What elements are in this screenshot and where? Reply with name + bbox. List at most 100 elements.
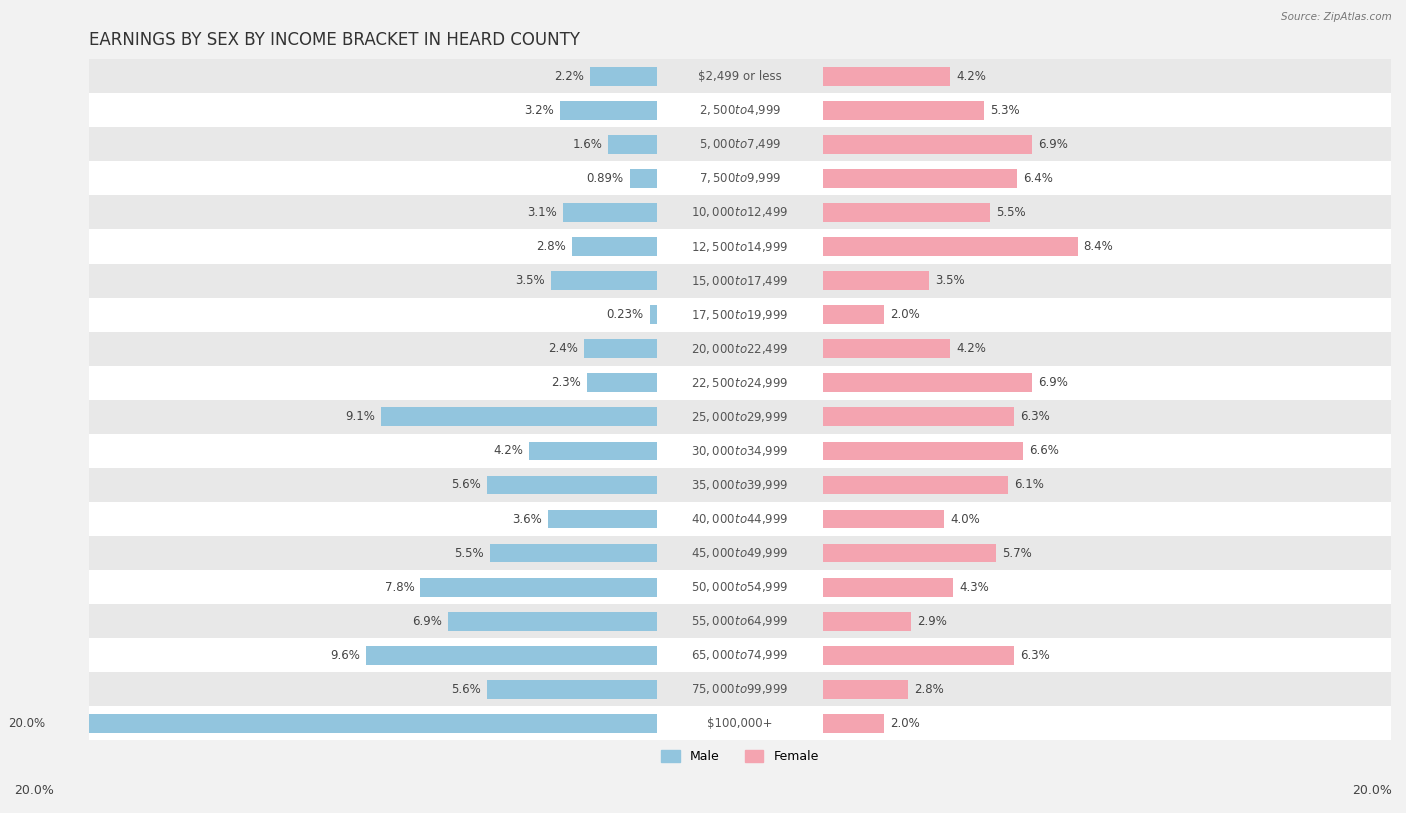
Text: 9.1%: 9.1% [344, 411, 375, 424]
Text: 9.6%: 9.6% [330, 649, 360, 662]
Text: 7.8%: 7.8% [385, 580, 415, 593]
Text: 4.2%: 4.2% [956, 70, 987, 83]
Bar [89, 570, 1391, 604]
Bar [823, 407, 1014, 426]
Text: $5,000 to $7,499: $5,000 to $7,499 [699, 137, 782, 151]
Bar [650, 305, 657, 324]
Bar [381, 407, 657, 426]
Bar [562, 203, 657, 222]
Text: 8.4%: 8.4% [1084, 240, 1114, 253]
Bar [630, 169, 657, 188]
Text: $22,500 to $24,999: $22,500 to $24,999 [692, 376, 789, 389]
Bar [89, 434, 1391, 468]
Bar [486, 476, 657, 494]
Text: 20.0%: 20.0% [14, 784, 53, 797]
Bar [89, 332, 1391, 366]
Bar [89, 229, 1391, 263]
Bar [551, 272, 657, 290]
Bar [89, 59, 1391, 93]
Text: $20,000 to $22,499: $20,000 to $22,499 [692, 341, 789, 356]
Bar [89, 128, 1391, 161]
Bar [89, 672, 1391, 706]
Text: $75,000 to $99,999: $75,000 to $99,999 [692, 682, 789, 696]
Text: 2.8%: 2.8% [536, 240, 565, 253]
Text: 6.3%: 6.3% [1019, 649, 1050, 662]
Bar [89, 263, 1391, 298]
Bar [823, 305, 884, 324]
Bar [420, 578, 657, 597]
Bar [89, 502, 1391, 536]
Text: 3.5%: 3.5% [935, 274, 965, 287]
Bar [823, 339, 950, 358]
Bar [823, 544, 995, 563]
Bar [89, 468, 1391, 502]
Bar [491, 544, 657, 563]
Bar [823, 476, 1008, 494]
Bar [530, 441, 657, 460]
Text: 6.9%: 6.9% [1038, 376, 1069, 389]
Text: 5.5%: 5.5% [995, 206, 1025, 219]
Bar [583, 339, 657, 358]
Bar [89, 536, 1391, 570]
Text: 6.6%: 6.6% [1029, 445, 1059, 458]
Text: 5.5%: 5.5% [454, 546, 484, 559]
Text: 6.1%: 6.1% [1014, 478, 1043, 491]
Bar [572, 237, 657, 256]
Text: $100,000+: $100,000+ [707, 717, 773, 730]
Bar [609, 135, 657, 154]
Bar [89, 366, 1391, 400]
Text: 3.5%: 3.5% [515, 274, 544, 287]
Bar [89, 161, 1391, 195]
Bar [591, 67, 657, 85]
Bar [89, 706, 1391, 741]
Text: 4.2%: 4.2% [494, 445, 523, 458]
Bar [823, 510, 945, 528]
Bar [823, 272, 929, 290]
Text: 3.6%: 3.6% [512, 512, 541, 525]
Text: $10,000 to $12,499: $10,000 to $12,499 [692, 206, 789, 220]
Legend: Male, Female: Male, Female [657, 746, 824, 768]
Bar [588, 373, 657, 392]
Bar [823, 441, 1024, 460]
Text: $65,000 to $74,999: $65,000 to $74,999 [692, 648, 789, 663]
Text: 6.9%: 6.9% [412, 615, 441, 628]
Bar [447, 612, 657, 631]
Bar [89, 400, 1391, 434]
Text: 5.7%: 5.7% [1002, 546, 1032, 559]
Text: $2,500 to $4,999: $2,500 to $4,999 [699, 103, 782, 117]
Text: $40,000 to $44,999: $40,000 to $44,999 [692, 512, 789, 526]
Text: 6.3%: 6.3% [1019, 411, 1050, 424]
Bar [823, 578, 953, 597]
Bar [548, 510, 657, 528]
Text: 20.0%: 20.0% [8, 717, 45, 730]
Text: $7,500 to $9,999: $7,500 to $9,999 [699, 172, 782, 185]
Bar [560, 101, 657, 120]
Text: 5.6%: 5.6% [451, 683, 481, 696]
Bar [366, 646, 657, 665]
Text: $30,000 to $34,999: $30,000 to $34,999 [692, 444, 789, 458]
Text: $50,000 to $54,999: $50,000 to $54,999 [692, 580, 789, 594]
Bar [89, 195, 1391, 229]
Text: 2.2%: 2.2% [554, 70, 583, 83]
Text: 2.4%: 2.4% [548, 342, 578, 355]
Bar [486, 680, 657, 698]
Bar [51, 714, 657, 733]
Bar [823, 646, 1014, 665]
Bar [823, 612, 911, 631]
Text: 2.8%: 2.8% [914, 683, 943, 696]
Bar [89, 604, 1391, 638]
Text: $2,499 or less: $2,499 or less [697, 70, 782, 83]
Text: $25,000 to $29,999: $25,000 to $29,999 [692, 410, 789, 424]
Bar [89, 298, 1391, 332]
Bar [89, 638, 1391, 672]
Bar [823, 169, 1017, 188]
Text: 4.2%: 4.2% [956, 342, 987, 355]
Text: 4.0%: 4.0% [950, 512, 980, 525]
Text: $45,000 to $49,999: $45,000 to $49,999 [692, 546, 789, 560]
Text: 0.23%: 0.23% [606, 308, 644, 321]
Text: 20.0%: 20.0% [1353, 784, 1392, 797]
Bar [823, 67, 950, 85]
Bar [823, 203, 990, 222]
Text: 5.3%: 5.3% [990, 104, 1019, 117]
Text: 6.4%: 6.4% [1024, 172, 1053, 185]
